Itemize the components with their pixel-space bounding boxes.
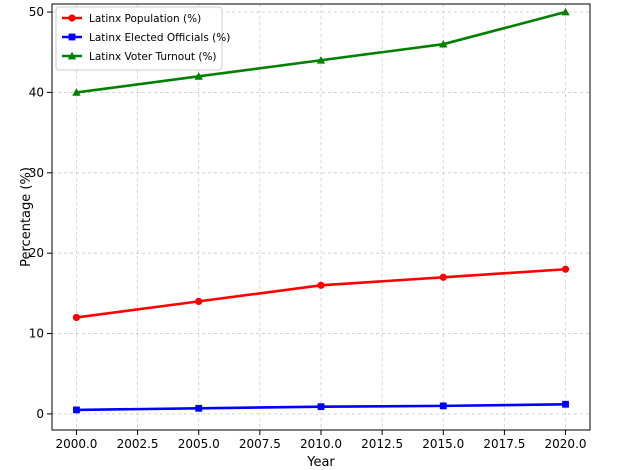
data-point: [439, 273, 447, 281]
data-point: [439, 402, 447, 410]
x-axis-title: Year: [306, 455, 335, 470]
y-tick-label: 50: [29, 5, 44, 19]
series-3: [72, 7, 570, 96]
legend-label: Latinx Voter Turnout (%): [89, 51, 217, 63]
data-point: [561, 7, 570, 16]
data-point: [561, 265, 570, 273]
legend: Latinx Population (%) Latinx Elected Offi…: [55, 6, 230, 71]
x-tick-label: 2000.0: [55, 437, 97, 451]
data-point: [316, 56, 326, 64]
x-axis: 2000.0 2002.5 2005.0 2007.5 2010.0 2012.5 2015…: [55, 430, 587, 451]
data-point: [317, 281, 325, 289]
legend-item: Latinx Voter Turnout (%): [62, 51, 217, 63]
legend-label: Latinx Elected Officials (%): [89, 32, 230, 44]
grid: [52, 4, 590, 430]
legend-swatch-marker: [68, 14, 76, 22]
y-tick-label: 20: [29, 246, 44, 260]
y-axis: 0 10 20 30 40 50: [29, 5, 52, 421]
x-tick-label: 2002.5: [117, 437, 159, 451]
series-1: [72, 265, 570, 322]
series-lines: [72, 7, 570, 414]
y-tick-label: 0: [36, 407, 44, 421]
x-tick-label: 2015.0: [422, 437, 464, 451]
x-tick-label: 2017.5: [483, 437, 525, 451]
legend-label: Latinx Population (%): [89, 13, 201, 25]
legend-swatch-marker: [68, 33, 76, 41]
x-tick-label: 2020.0: [545, 437, 587, 451]
x-tick-label: 2010.0: [300, 437, 342, 451]
x-tick-label: 2005.0: [178, 437, 220, 451]
legend-box: [55, 6, 223, 71]
data-point: [194, 72, 203, 80]
legend-swatch-marker: [67, 51, 77, 60]
y-tick-label: 40: [29, 85, 44, 99]
legend-item: Latinx Population (%): [62, 13, 201, 25]
y-tick-label: 30: [29, 166, 44, 180]
y-axis-title: Percentage (%): [19, 167, 34, 267]
data-point: [195, 297, 203, 305]
y-tick-label: 10: [29, 327, 44, 341]
series-2: [73, 400, 569, 414]
x-tick-label: 2012.5: [361, 437, 403, 451]
data-point: [317, 403, 325, 411]
data-point: [562, 400, 569, 408]
x-tick-label: 2007.5: [239, 437, 281, 451]
legend-item: Latinx Elected Officials (%): [62, 32, 230, 44]
data-point: [72, 313, 81, 322]
data-point: [72, 88, 81, 96]
data-point: [195, 404, 203, 412]
data-point: [439, 39, 448, 48]
data-point: [73, 406, 80, 414]
